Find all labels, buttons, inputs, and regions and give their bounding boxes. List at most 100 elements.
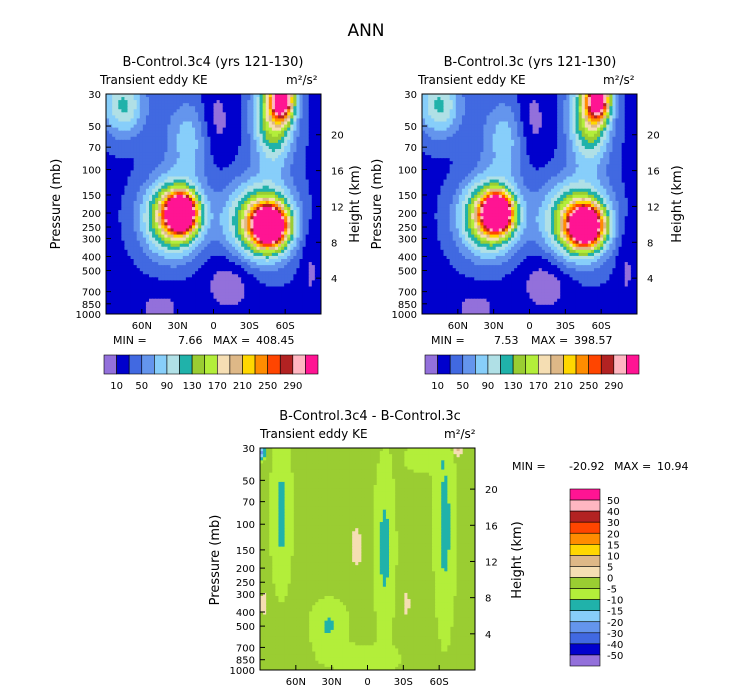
contour-cell bbox=[213, 173, 218, 178]
contour-cell bbox=[106, 240, 110, 245]
contour-cell bbox=[241, 197, 245, 202]
contour-cell bbox=[253, 185, 258, 190]
contour-cell bbox=[124, 158, 129, 162]
contour-cell bbox=[112, 271, 116, 275]
contour-cell bbox=[216, 145, 221, 150]
contour-cell bbox=[130, 115, 135, 120]
contour-cell bbox=[112, 97, 116, 101]
contour-cell bbox=[133, 310, 138, 314]
contour-cell bbox=[152, 271, 156, 275]
contour-cell bbox=[106, 197, 110, 202]
contour-cell bbox=[222, 219, 227, 223]
contour-cell bbox=[121, 243, 126, 248]
contour-cell bbox=[179, 94, 184, 98]
contour-cell bbox=[259, 164, 264, 168]
contour-cell bbox=[314, 106, 319, 110]
contour-cell bbox=[244, 298, 248, 303]
contour-cell bbox=[250, 145, 255, 150]
contour-cell bbox=[118, 109, 122, 113]
contour-cell bbox=[271, 225, 276, 230]
contour-cell bbox=[244, 185, 248, 190]
contour-cell bbox=[124, 149, 129, 153]
contour-cell bbox=[281, 307, 285, 312]
contour-cell bbox=[299, 234, 304, 239]
contour-cell bbox=[207, 185, 212, 190]
contour-cell bbox=[139, 219, 144, 223]
contour-cell bbox=[115, 139, 119, 144]
contour-cell bbox=[216, 179, 221, 184]
contour-cell bbox=[290, 136, 294, 141]
contour-cell bbox=[262, 152, 267, 156]
contour-cell bbox=[182, 219, 187, 223]
contour-cell bbox=[115, 277, 119, 281]
contour-cell bbox=[262, 191, 267, 196]
contour-cell bbox=[287, 112, 291, 116]
contour-cell bbox=[293, 259, 298, 263]
contour-cell bbox=[121, 149, 126, 153]
contour-cell bbox=[250, 259, 255, 263]
contour-cell bbox=[253, 155, 258, 159]
contour-cell bbox=[219, 139, 224, 144]
contour-cell bbox=[124, 173, 129, 178]
contour-cell bbox=[302, 191, 307, 196]
contour-cell bbox=[133, 121, 138, 126]
contour-cell bbox=[192, 289, 196, 294]
contour-cell bbox=[161, 152, 165, 156]
contour-cell bbox=[317, 94, 321, 98]
contour-cell bbox=[274, 173, 279, 178]
contour-cell bbox=[115, 179, 119, 184]
contour-cell bbox=[216, 298, 221, 303]
contour-cell bbox=[176, 240, 181, 245]
contour-cell bbox=[155, 237, 159, 242]
contour-cell bbox=[124, 118, 129, 123]
contour-cell bbox=[287, 158, 291, 162]
contour-cell bbox=[152, 170, 156, 175]
contour-cell bbox=[308, 277, 313, 281]
contour-cell bbox=[299, 158, 304, 162]
contour-cell bbox=[225, 231, 230, 236]
contour-cell bbox=[305, 210, 310, 214]
contour-cell bbox=[299, 164, 304, 168]
contour-cell bbox=[228, 268, 233, 272]
contour-cell bbox=[235, 112, 239, 116]
contour-cell bbox=[268, 115, 273, 120]
contour-cell bbox=[173, 164, 178, 168]
contour-cell bbox=[268, 219, 273, 223]
contour-cell bbox=[155, 149, 159, 153]
contour-cell bbox=[158, 207, 162, 211]
contour-cell bbox=[308, 188, 313, 193]
contour-cell bbox=[271, 115, 276, 120]
contour-cell bbox=[158, 100, 162, 104]
contour-cell bbox=[317, 286, 321, 291]
contour-cell bbox=[195, 252, 199, 257]
contour-cell bbox=[274, 115, 279, 120]
contour-cell bbox=[308, 246, 313, 251]
contour-cell bbox=[268, 265, 273, 269]
contour-cell bbox=[112, 289, 116, 294]
contour-cell bbox=[296, 298, 301, 303]
contour-cell bbox=[225, 194, 230, 199]
contour-cell bbox=[247, 222, 251, 226]
contour-cell bbox=[268, 252, 273, 257]
contour-cell bbox=[219, 271, 224, 275]
contour-cell bbox=[299, 277, 304, 281]
contour-cell bbox=[118, 204, 122, 208]
contour-cell bbox=[216, 228, 221, 233]
contour-cell bbox=[256, 188, 261, 193]
contour-cell bbox=[231, 268, 236, 272]
contour-cell bbox=[185, 97, 190, 101]
contour-cell bbox=[124, 280, 129, 285]
contour-cell bbox=[176, 274, 181, 278]
contour-cell bbox=[109, 240, 113, 245]
contour-cell bbox=[262, 213, 267, 217]
contour-cell bbox=[127, 197, 132, 202]
contour-cell bbox=[188, 194, 193, 199]
contour-cell bbox=[244, 292, 248, 297]
contour-cell bbox=[142, 252, 147, 257]
contour-cell bbox=[253, 204, 258, 208]
contour-cell bbox=[253, 109, 258, 113]
contour-cell bbox=[201, 100, 205, 104]
contour-cell bbox=[188, 243, 193, 248]
contour-cell bbox=[308, 158, 313, 162]
contour-cell bbox=[142, 262, 147, 266]
